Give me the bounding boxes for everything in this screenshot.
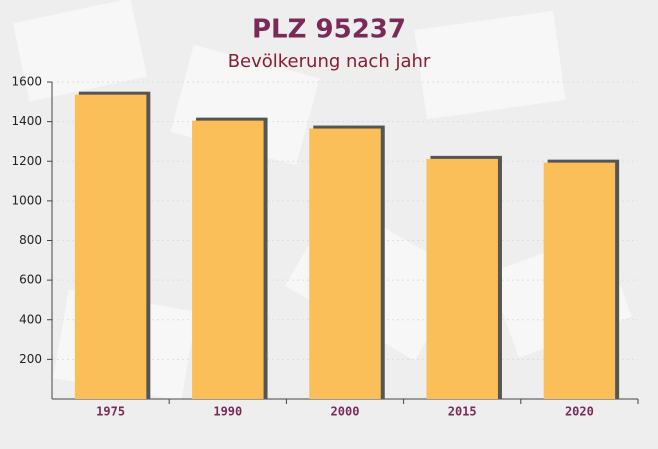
y-tick-label: 800 bbox=[19, 233, 42, 247]
x-tick-label: 1990 bbox=[213, 405, 242, 419]
bar bbox=[543, 162, 616, 399]
x-tick-label: 1975 bbox=[96, 405, 125, 419]
bar bbox=[192, 120, 264, 400]
y-tick-label: 200 bbox=[19, 352, 42, 366]
bar bbox=[426, 158, 498, 399]
y-tick-label: 1200 bbox=[11, 154, 42, 168]
x-tick-label: 2000 bbox=[331, 405, 360, 419]
chart-title: PLZ 95237 bbox=[252, 15, 406, 45]
y-tick-label: 400 bbox=[19, 312, 42, 326]
bar bbox=[309, 128, 381, 399]
y-tick-label: 600 bbox=[19, 273, 42, 287]
x-tick-label: 2020 bbox=[565, 405, 594, 419]
y-tick-label: 1000 bbox=[11, 193, 42, 207]
bar bbox=[74, 94, 147, 400]
y-tick-label: 1600 bbox=[11, 75, 42, 89]
y-tick-label: 1400 bbox=[11, 114, 42, 128]
x-tick-label: 2015 bbox=[448, 405, 477, 419]
chart-subtitle: Bevölkerung nach jahr bbox=[228, 51, 431, 72]
